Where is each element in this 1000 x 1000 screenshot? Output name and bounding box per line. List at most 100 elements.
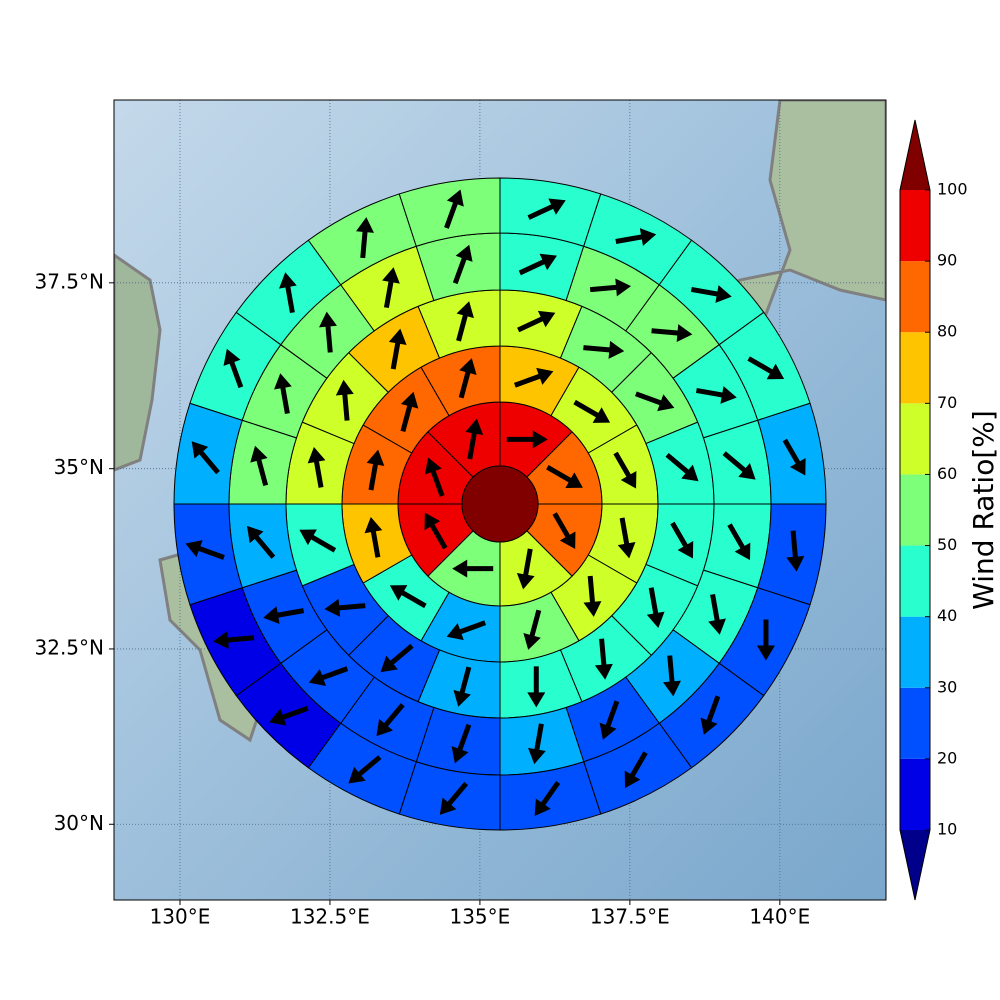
colorbar-tick-label: 100	[937, 180, 968, 199]
wind-arrow	[453, 666, 472, 707]
colorbar-tick-label: 10	[937, 820, 957, 839]
colorbar-tick-label: 80	[937, 322, 957, 341]
x-tick-label: 132.5°E	[290, 905, 370, 929]
wind-arrow	[366, 449, 385, 491]
wind-arrow	[594, 638, 613, 680]
wind-arrow	[246, 525, 276, 559]
wind-arrow	[583, 340, 625, 359]
wind-arrow	[527, 666, 546, 708]
wind-arrow	[191, 441, 220, 475]
wind-arrow	[465, 418, 484, 460]
wind-arrow	[589, 278, 632, 297]
colorbar-over	[900, 120, 930, 190]
wind-arrow	[552, 512, 576, 549]
wind-arrow	[651, 324, 693, 343]
colorbar-band	[900, 758, 930, 830]
colorbar-tick-label: 90	[937, 251, 957, 270]
colorbar-band	[900, 474, 930, 546]
wind-arrow	[274, 373, 292, 415]
wind-arrow	[690, 285, 732, 303]
wind-arrow	[635, 391, 675, 412]
wind-arrow	[528, 723, 546, 765]
wind-arrow	[213, 631, 255, 650]
colorbar-band	[900, 403, 930, 475]
wind-arrow	[452, 244, 473, 285]
wind-arrow	[756, 619, 775, 661]
colorbar-tick-label: 20	[937, 748, 957, 767]
wind-arrow	[348, 755, 382, 784]
wind-arrow	[364, 516, 383, 558]
wind-arrow	[388, 328, 407, 370]
wind-arrow	[263, 606, 305, 624]
colorbar-band	[900, 687, 930, 759]
wind-arrow	[324, 598, 366, 617]
wind-arrow	[624, 751, 648, 789]
wind-arrow	[185, 540, 225, 560]
wind-arrow	[782, 438, 806, 476]
wind-arrow	[516, 548, 535, 590]
wind-arrow	[307, 447, 326, 488]
wind-arrow	[376, 703, 405, 737]
colorbar-tick-label: 70	[937, 393, 957, 412]
colorbar-band	[900, 545, 930, 617]
y-tick-label: 35°N	[54, 455, 104, 479]
wind-arrow	[527, 198, 566, 220]
wind-arrow	[615, 228, 657, 246]
wind-arrow	[400, 391, 419, 433]
wind-arrow	[695, 386, 737, 404]
wind-arrow	[380, 643, 414, 673]
wind-arrow	[665, 452, 699, 482]
wind-arrow	[518, 253, 557, 276]
center-disk	[461, 465, 539, 543]
plot-layer: 130°E 132.5°E 135°E 137.5°E 140°E 30°N 32.5°N 3…	[35, 100, 968, 929]
wind-arrow	[506, 430, 548, 449]
wind-arrow	[534, 781, 561, 817]
wind-arrow	[613, 451, 637, 489]
wind-arrow	[319, 311, 337, 353]
x-tick-label: 130°E	[150, 905, 211, 929]
wind-arrow	[308, 666, 349, 686]
wind-arrow	[279, 272, 297, 314]
y-tick-label: 30°N	[54, 811, 104, 835]
wind-arrow	[389, 585, 427, 609]
wind-arrow	[439, 781, 469, 815]
wind-arrow	[786, 530, 805, 572]
x-tick-label: 140°E	[749, 905, 810, 929]
colorbar-under	[900, 830, 930, 900]
wind-arrow	[223, 348, 244, 389]
colorbar-tick-label: 50	[937, 535, 957, 554]
colorbar-tick-label: 30	[937, 677, 957, 696]
wind-arrow	[444, 189, 464, 229]
wind-arrow	[517, 310, 556, 333]
x-tick-label: 137.5°E	[590, 905, 670, 929]
wind-arrow	[617, 517, 636, 559]
colorbar-label: Wind Ratio[%]	[967, 410, 1000, 610]
wind-arrow	[546, 465, 583, 489]
x-tick-label: 135°E	[449, 905, 510, 929]
wind-arrow	[722, 451, 756, 480]
colorbar-band	[900, 190, 930, 262]
wind-arrow	[513, 367, 554, 388]
wind-arrow	[708, 593, 726, 635]
colorbar-tick-label: 60	[937, 464, 957, 483]
wind-arrow	[335, 379, 354, 421]
wind-arrow	[269, 705, 309, 726]
wind-arrow	[382, 267, 400, 309]
wind-arrow	[573, 399, 611, 423]
wind-arrow	[700, 695, 721, 735]
wind-arrow	[424, 457, 445, 497]
colorbar-band	[900, 616, 930, 688]
y-tick-label: 37.5°N	[35, 269, 105, 293]
wind-arrow	[670, 521, 694, 559]
wind-arrow	[727, 523, 751, 561]
wind-arrow	[747, 356, 785, 380]
y-tick-label: 32.5°N	[35, 635, 105, 659]
wind-arrow	[356, 217, 374, 259]
wind-arrow	[456, 301, 474, 342]
wind-arrow	[424, 512, 448, 550]
wind-arrow	[458, 358, 477, 399]
wind-arrow	[646, 587, 665, 629]
wind-arrow	[452, 559, 494, 578]
colorbar-band	[900, 261, 930, 333]
